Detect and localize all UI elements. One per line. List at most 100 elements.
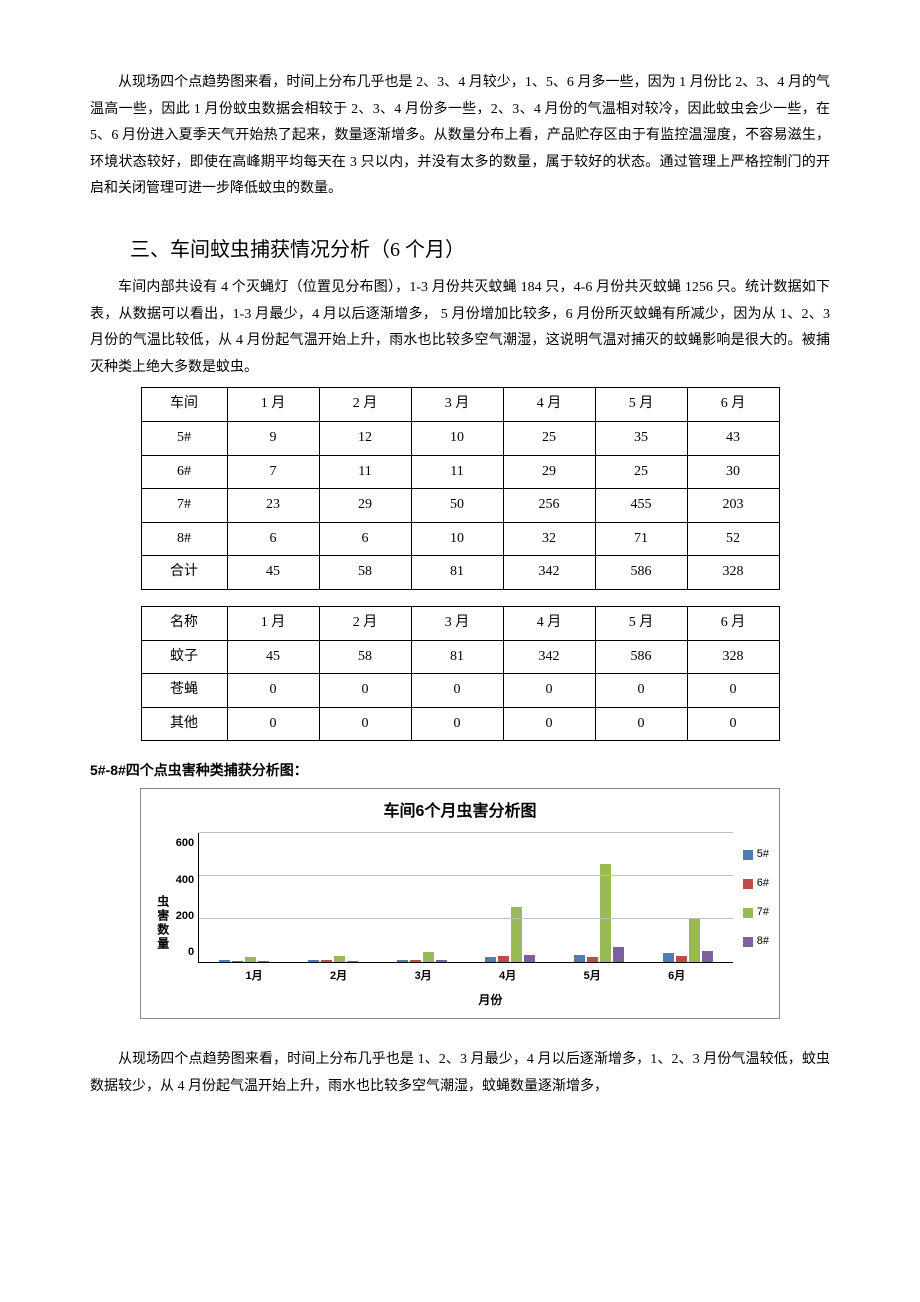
chart-caption: 5#-8#四个点虫害种类捕获分析图： (90, 757, 830, 784)
table-cell: 0 (595, 707, 687, 741)
section-title: 三、车间蚊虫捕获情况分析（6 个月） (90, 231, 830, 269)
chart-x-tick: 1月 (212, 963, 297, 987)
table-cell: 5# (141, 421, 227, 455)
chart-bar (219, 960, 230, 962)
table-cell: 11 (319, 455, 411, 489)
paragraph-2: 车间内部共设有 4 个灭蝇灯（位置见分布图），1-3 月份共灭蚊蝇 184 只，… (90, 275, 830, 381)
table-header-cell: 2 月 (319, 388, 411, 422)
table-cell: 342 (503, 640, 595, 674)
chart-gridline (199, 875, 733, 876)
table-cell: 81 (411, 640, 503, 674)
chart-bar (436, 960, 447, 962)
chart-x-label: 月份 (212, 989, 769, 1012)
table-cell: 25 (503, 421, 595, 455)
table-cell: 6 (227, 522, 319, 556)
chart-bar (308, 960, 319, 963)
chart-plot-area (198, 833, 733, 963)
table-cell: 29 (503, 455, 595, 489)
table-cell: 7 (227, 455, 319, 489)
table-header-cell: 车间 (141, 388, 227, 422)
table-header-cell: 5 月 (595, 606, 687, 640)
chart-y-label: 虫害数量 (151, 895, 176, 951)
table-cell: 52 (687, 522, 779, 556)
table-row: 5#91210253543 (141, 421, 779, 455)
table-header-cell: 3 月 (411, 388, 503, 422)
table-header-cell: 3 月 (411, 606, 503, 640)
table-row: 其他000000 (141, 707, 779, 741)
table-cell: 0 (319, 707, 411, 741)
chart-bar (524, 955, 535, 962)
table-cell: 7# (141, 489, 227, 523)
chart-bar (485, 957, 496, 962)
table-row: 蚊子455881342586328 (141, 640, 779, 674)
table-cell: 0 (503, 707, 595, 741)
chart-container: 车间6个月虫害分析图 虫害数量 6004002000 5#6#7#8# 1月2月… (140, 788, 780, 1019)
chart-legend-item: 6# (743, 873, 769, 894)
chart-y-tick: 200 (176, 906, 194, 927)
table-cell: 58 (319, 640, 411, 674)
table-cell: 58 (319, 556, 411, 590)
table-cell: 342 (503, 556, 595, 590)
table-cell: 0 (227, 674, 319, 708)
table-cell: 10 (411, 522, 503, 556)
chart-x-tick: 3月 (381, 963, 466, 987)
table-cell: 苍蝇 (141, 674, 227, 708)
chart-bar (498, 956, 509, 962)
chart-legend-swatch (743, 908, 753, 918)
table-cell: 0 (687, 707, 779, 741)
table-cell: 8# (141, 522, 227, 556)
table-row: 合计455881342586328 (141, 556, 779, 590)
chart-legend-label: 7# (757, 902, 769, 923)
table-cell: 30 (687, 455, 779, 489)
table-cell: 蚊子 (141, 640, 227, 674)
chart-x-tick: 6月 (634, 963, 719, 987)
table-header-cell: 6 月 (687, 388, 779, 422)
table-cell: 0 (595, 674, 687, 708)
table-header-cell: 6 月 (687, 606, 779, 640)
chart-legend-swatch (743, 879, 753, 889)
chart-bar (702, 951, 713, 962)
table-cell: 32 (503, 522, 595, 556)
table-cell: 0 (411, 674, 503, 708)
table-cell: 71 (595, 522, 687, 556)
table-species: 名称1 月2 月3 月4 月5 月6 月蚊子455881342586328苍蝇0… (141, 606, 780, 741)
table-cell: 256 (503, 489, 595, 523)
paragraph-3: 从现场四个点趋势图来看，时间上分布几乎也是 1、2、3 月最少，4 月以后逐渐增… (90, 1047, 830, 1100)
chart-bar-group (288, 833, 377, 962)
table-row: 苍蝇000000 (141, 674, 779, 708)
chart-bar-group (199, 833, 288, 962)
chart-x-tick: 5月 (550, 963, 635, 987)
chart-legend-label: 5# (757, 844, 769, 865)
chart-title: 车间6个月虫害分析图 (151, 797, 769, 827)
chart-bar (245, 957, 256, 962)
chart-legend-item: 8# (743, 931, 769, 952)
table-cell: 23 (227, 489, 319, 523)
chart-bar (410, 960, 421, 962)
chart-x-axis: 1月2月3月4月5月6月 (176, 963, 769, 987)
table-cell: 合计 (141, 556, 227, 590)
table-header-cell: 1 月 (227, 388, 319, 422)
chart-legend-item: 5# (743, 844, 769, 865)
chart-legend-item: 7# (743, 902, 769, 923)
chart-x-tick: 4月 (465, 963, 550, 987)
table-cell: 25 (595, 455, 687, 489)
chart-legend-label: 8# (757, 931, 769, 952)
table-header-cell: 5 月 (595, 388, 687, 422)
chart-legend-label: 6# (757, 873, 769, 894)
table-header-cell: 4 月 (503, 388, 595, 422)
chart-legend-swatch (743, 850, 753, 860)
table-header-cell: 2 月 (319, 606, 411, 640)
chart-bar-group (644, 833, 733, 962)
table-row: 7#232950256455203 (141, 489, 779, 523)
table-cell: 0 (503, 674, 595, 708)
chart-y-tick: 600 (176, 833, 194, 854)
table-cell: 0 (227, 707, 319, 741)
chart-bar (574, 955, 585, 963)
table-cell: 11 (411, 455, 503, 489)
chart-legend-swatch (743, 937, 753, 947)
chart-bar (423, 952, 434, 963)
table-cell: 203 (687, 489, 779, 523)
table-cell: 9 (227, 421, 319, 455)
paragraph-1: 从现场四个点趋势图来看，时间上分布几乎也是 2、3、4 月较少，1、5、6 月多… (90, 70, 830, 203)
chart-bar (613, 947, 624, 962)
